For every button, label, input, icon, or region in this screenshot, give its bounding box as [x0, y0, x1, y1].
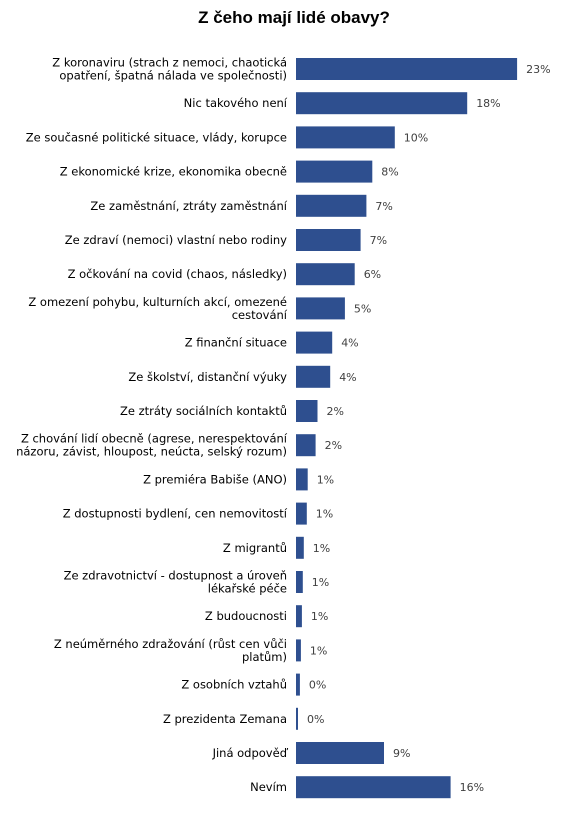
category-labels-group: Z koronaviru (strach z nemoci, chaotická… [16, 56, 289, 795]
category-label-5: Ze zaměstnání, ztráty zaměstnání [90, 199, 287, 213]
bars-group [296, 58, 518, 799]
category-label-1: Z koronaviru (strach z nemoci, chaotická… [52, 56, 287, 83]
value-label-21: 9% [393, 747, 410, 760]
bar-10 [296, 365, 331, 388]
bar-20 [296, 707, 298, 730]
category-label-7: Z očkování na covid (chaos, následky) [68, 267, 287, 281]
category-label-18: Z neúměrného zdražování (růst cen vůči pl… [54, 637, 287, 664]
bar-15 [296, 536, 304, 559]
bar-22 [296, 776, 451, 799]
category-label-16: Ze zdravotnictví - dostupnost a úroveň lé… [64, 569, 287, 596]
bar-14 [296, 502, 307, 525]
value-label-16: 1% [312, 576, 329, 589]
category-label-4: Z ekonomické krize, ekonomika obecně [60, 165, 287, 179]
bar-1 [296, 58, 518, 80]
value-label-10: 4% [339, 371, 356, 384]
bar-9 [296, 331, 333, 354]
category-label-11: Ze ztráty sociálních kontaktů [120, 404, 287, 418]
category-label-19: Z osobních vztahů [181, 678, 287, 692]
value-label-2: 18% [476, 97, 500, 110]
value-label-20: 0% [307, 713, 324, 726]
bar-19 [296, 673, 300, 696]
category-label-14: Z dostupnosti bydlení, cen nemovitostí [63, 507, 288, 521]
bar-17 [296, 605, 302, 628]
bar-6 [296, 229, 361, 251]
value-label-12: 2% [325, 439, 342, 452]
value-labels-group: 23% 18% 10% 8% 7% 7% 6% 5% 4% 4% 2% 2% 1% 1% 1% 1% 1% 1% 0… [307, 63, 551, 794]
bar-11 [296, 400, 318, 422]
category-label-10: Ze školství, distanční výuky [128, 370, 287, 384]
bar-4 [296, 160, 373, 183]
value-label-1: 23% [526, 63, 550, 76]
category-label-2: Nic takového není [184, 96, 288, 110]
bar-16 [296, 571, 303, 593]
value-label-15: 1% [313, 542, 330, 555]
value-label-4: 8% [381, 166, 398, 179]
category-label-9: Z finanční situace [185, 336, 287, 350]
value-label-5: 7% [375, 200, 392, 213]
bar-7 [296, 263, 355, 286]
value-label-11: 2% [327, 405, 344, 418]
value-label-8: 5% [354, 302, 371, 315]
value-label-7: 6% [364, 268, 381, 281]
value-label-19: 0% [309, 679, 326, 692]
category-label-12: Z chování lidí obecně (agrese, nerespekt… [16, 432, 288, 459]
bar-13 [296, 468, 308, 491]
bar-18 [296, 639, 301, 662]
value-label-13: 1% [317, 473, 334, 486]
bar-3 [296, 126, 395, 149]
category-label-22: Nevím [250, 780, 287, 794]
value-label-18: 1% [310, 644, 327, 657]
value-label-3: 10% [404, 131, 428, 144]
bar-21 [296, 742, 384, 764]
value-label-17: 1% [311, 610, 328, 623]
category-label-13: Z premiéra Babiše (ANO) [143, 472, 287, 486]
bar-2 [296, 92, 468, 115]
chart-title: Z čeho mají lidé obavy? [198, 8, 390, 27]
value-label-22: 16% [460, 781, 484, 794]
bar-12 [296, 434, 316, 457]
bar-5 [296, 194, 367, 217]
bar-8 [296, 297, 345, 320]
category-label-3: Ze současné politické situace, vlády, ko… [26, 130, 287, 144]
value-label-6: 7% [370, 234, 387, 247]
category-label-15: Z migrantů [223, 541, 287, 555]
category-label-20: Z prezidenta Zemana [163, 712, 287, 726]
value-label-9: 4% [341, 337, 358, 350]
category-label-17: Z budoucnosti [205, 609, 287, 623]
category-label-8: Z omezení pohybu, kulturních akcí, omeze… [28, 295, 287, 322]
category-label-6: Ze zdraví (nemoci) vlastní nebo rodiny [65, 233, 287, 247]
value-label-14: 1% [316, 508, 333, 521]
category-label-21: Jiná odpověď [212, 746, 289, 760]
